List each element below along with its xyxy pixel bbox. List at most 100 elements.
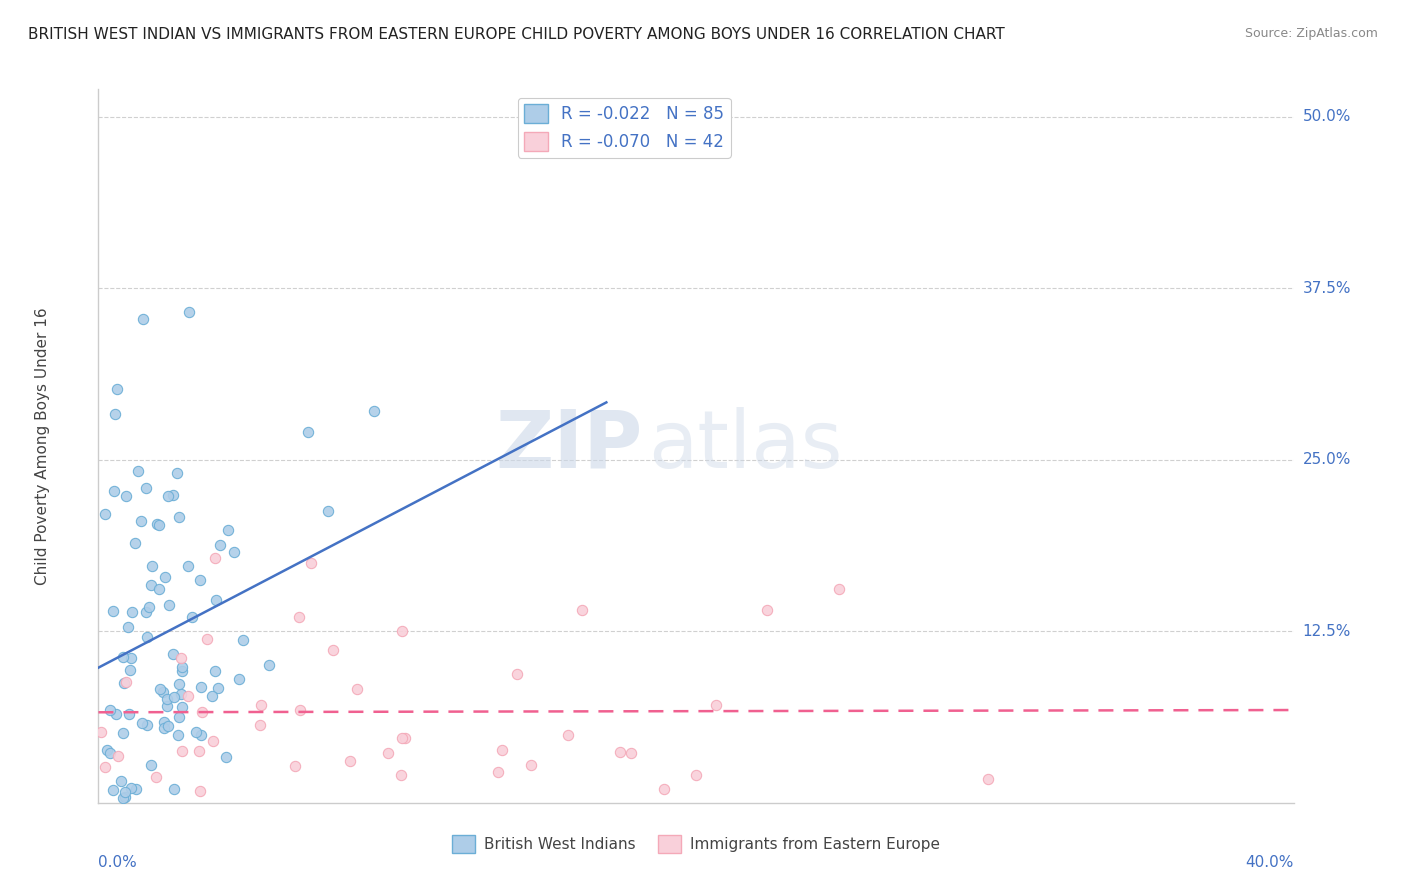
Point bbox=[491, 743, 513, 757]
Point bbox=[157, 598, 180, 612]
Point bbox=[111, 790, 134, 805]
Point bbox=[138, 599, 160, 614]
Point bbox=[177, 689, 200, 703]
Text: ZIP: ZIP bbox=[495, 407, 643, 485]
Point bbox=[156, 692, 179, 706]
Point bbox=[156, 699, 179, 714]
Point bbox=[117, 620, 139, 634]
Point bbox=[391, 731, 413, 746]
Point bbox=[609, 745, 631, 759]
Point bbox=[299, 556, 322, 570]
Point bbox=[156, 490, 179, 504]
Point bbox=[977, 772, 1000, 786]
Point bbox=[204, 665, 226, 679]
Point bbox=[190, 728, 212, 742]
Point bbox=[114, 790, 136, 805]
Point bbox=[259, 657, 281, 672]
Point bbox=[249, 718, 271, 732]
Point bbox=[188, 573, 211, 587]
Point bbox=[96, 743, 118, 757]
Point bbox=[162, 647, 184, 661]
Point bbox=[152, 685, 174, 699]
Point bbox=[112, 650, 135, 665]
Point bbox=[135, 717, 157, 731]
Point bbox=[191, 706, 214, 720]
Point bbox=[153, 570, 176, 584]
Text: 12.5%: 12.5% bbox=[1302, 624, 1351, 639]
Point bbox=[391, 624, 413, 638]
Legend: British West Indians, Immigrants from Eastern Europe: British West Indians, Immigrants from Ea… bbox=[446, 829, 946, 859]
Point bbox=[170, 650, 193, 665]
Point bbox=[163, 690, 186, 705]
Point bbox=[124, 535, 146, 549]
Point bbox=[204, 550, 226, 565]
Point bbox=[316, 504, 339, 518]
Point bbox=[217, 524, 239, 538]
Point bbox=[167, 510, 190, 524]
Point bbox=[228, 672, 250, 686]
Point bbox=[322, 643, 344, 657]
Point bbox=[145, 770, 167, 784]
Point bbox=[170, 699, 193, 714]
Point bbox=[120, 663, 142, 677]
Point bbox=[135, 605, 157, 619]
Point bbox=[208, 538, 231, 552]
Point bbox=[153, 721, 176, 735]
Point bbox=[104, 706, 127, 721]
Point bbox=[232, 632, 254, 647]
Point bbox=[620, 746, 643, 760]
Point bbox=[215, 749, 238, 764]
Point bbox=[118, 707, 141, 722]
Point bbox=[101, 604, 124, 618]
Point bbox=[339, 754, 361, 768]
Point bbox=[127, 464, 149, 478]
Point bbox=[756, 602, 779, 616]
Point bbox=[205, 592, 228, 607]
Point bbox=[107, 749, 129, 764]
Point bbox=[828, 582, 851, 596]
Point bbox=[571, 603, 593, 617]
Point bbox=[377, 746, 399, 760]
Point bbox=[103, 483, 125, 498]
Point bbox=[297, 425, 319, 439]
Point bbox=[146, 517, 169, 532]
Point bbox=[201, 689, 224, 703]
Point bbox=[139, 758, 162, 772]
Point bbox=[115, 490, 138, 504]
Point bbox=[135, 481, 157, 495]
Point bbox=[110, 774, 132, 789]
Point bbox=[167, 709, 190, 723]
Point bbox=[190, 680, 212, 694]
Text: 25.0%: 25.0% bbox=[1302, 452, 1351, 467]
Point bbox=[167, 677, 190, 691]
Point bbox=[207, 681, 229, 695]
Point bbox=[704, 698, 727, 712]
Point bbox=[394, 731, 416, 746]
Point bbox=[685, 768, 707, 782]
Point bbox=[188, 744, 211, 758]
Point bbox=[506, 666, 529, 681]
Point bbox=[98, 747, 121, 761]
Point bbox=[288, 703, 311, 717]
Point bbox=[162, 488, 184, 502]
Text: 50.0%: 50.0% bbox=[1302, 109, 1351, 124]
Point bbox=[104, 407, 127, 421]
Text: 37.5%: 37.5% bbox=[1302, 281, 1351, 295]
Point bbox=[222, 545, 245, 559]
Point bbox=[132, 312, 155, 326]
Point bbox=[170, 664, 193, 678]
Point bbox=[170, 660, 193, 674]
Point bbox=[170, 744, 193, 758]
Point bbox=[557, 728, 579, 742]
Point bbox=[125, 782, 148, 797]
Point bbox=[486, 765, 509, 780]
Point bbox=[177, 305, 200, 319]
Point bbox=[114, 676, 136, 690]
Point bbox=[284, 759, 307, 773]
Point bbox=[148, 517, 170, 532]
Point bbox=[131, 514, 153, 528]
Point bbox=[389, 768, 412, 782]
Point bbox=[163, 781, 186, 796]
Point bbox=[167, 728, 190, 742]
Point bbox=[111, 726, 134, 740]
